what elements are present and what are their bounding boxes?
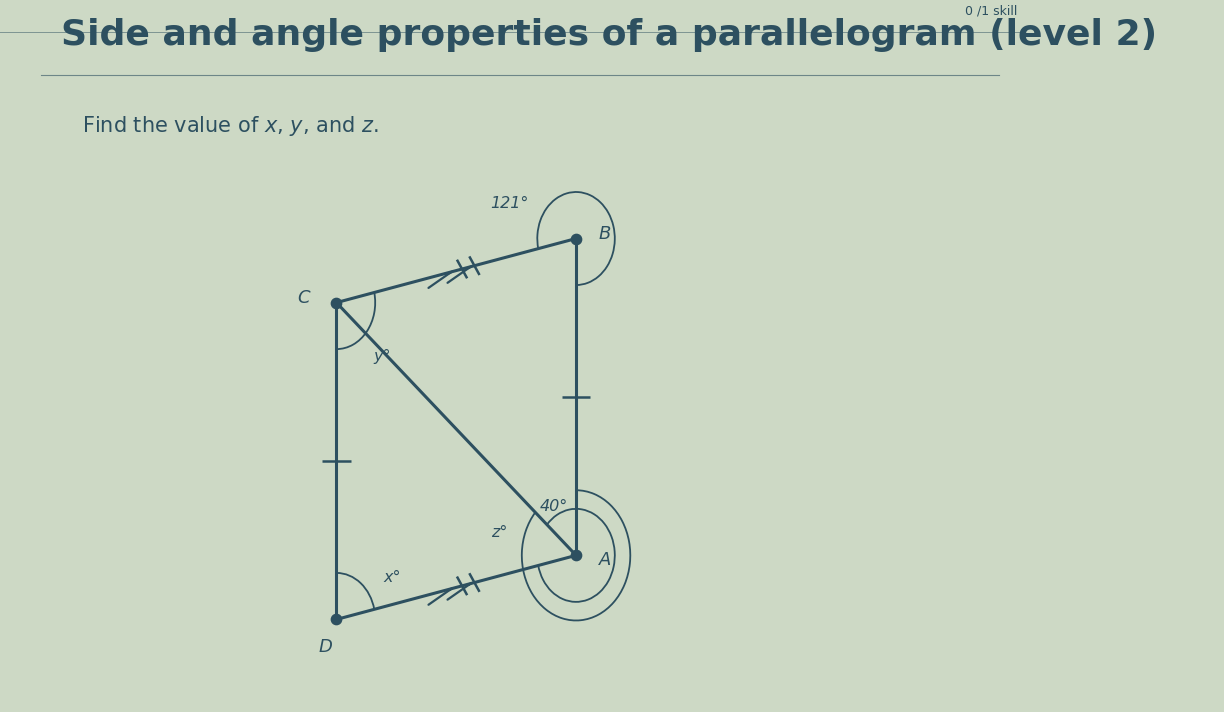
Text: B: B	[599, 225, 611, 243]
Text: D: D	[318, 638, 332, 656]
Point	[567, 233, 586, 244]
Text: Find the value of $x$, $y$, and $z$.: Find the value of $x$, $y$, and $z$.	[82, 114, 378, 138]
Text: y°: y°	[373, 349, 392, 364]
Text: 0 /1 skill: 0 /1 skill	[966, 5, 1017, 18]
Text: x°: x°	[384, 570, 401, 585]
Point	[327, 297, 346, 308]
Point	[567, 550, 586, 561]
Text: C: C	[297, 289, 310, 307]
Text: A: A	[599, 551, 611, 569]
Text: 40°: 40°	[540, 499, 568, 514]
Text: 121°: 121°	[491, 197, 529, 211]
Text: Side and angle properties of a parallelogram (level 2): Side and angle properties of a parallelo…	[61, 18, 1158, 52]
Point	[327, 614, 346, 625]
Text: z°: z°	[491, 525, 508, 540]
